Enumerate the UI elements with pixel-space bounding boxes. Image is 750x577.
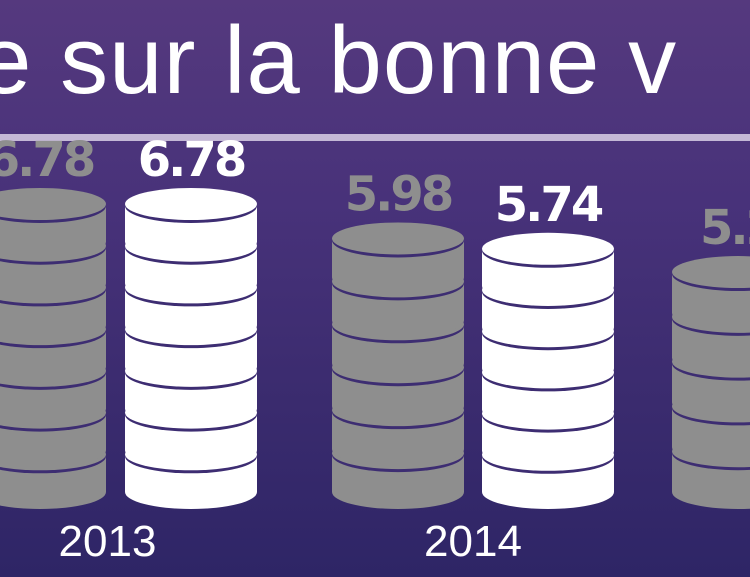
value-label: 6.78 bbox=[138, 132, 245, 188]
coin-face bbox=[672, 256, 750, 289]
page-title: e sur la bonne v bbox=[0, 7, 678, 114]
coin-face bbox=[0, 188, 106, 220]
year-label: 2014 bbox=[424, 517, 522, 566]
coin-face bbox=[482, 232, 614, 265]
value-label: 6.78 bbox=[0, 132, 94, 188]
gray-coin-stack bbox=[332, 222, 464, 509]
value-label: 5.74 bbox=[495, 177, 603, 233]
white-coin-stack bbox=[482, 232, 614, 509]
title-divider bbox=[0, 134, 750, 141]
gray-coin-stack bbox=[672, 256, 750, 509]
gray-coin-stack bbox=[0, 188, 106, 509]
coin-face bbox=[332, 222, 464, 255]
value-label: 5.2 bbox=[700, 200, 750, 256]
year-label: 2013 bbox=[59, 517, 157, 566]
coin-face bbox=[125, 188, 257, 220]
white-coin-stack bbox=[125, 188, 257, 509]
value-label: 5.98 bbox=[345, 166, 452, 222]
